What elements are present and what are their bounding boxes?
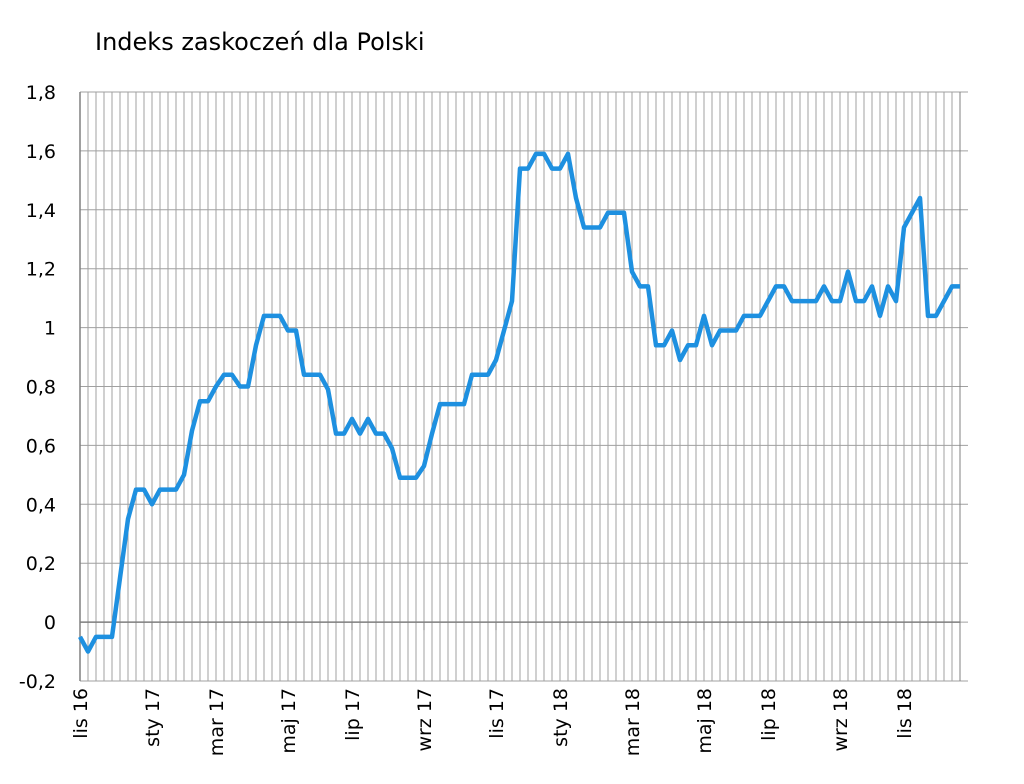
y-tick-label: 1,6 [26,141,56,163]
x-tick-label: lip 18 [758,688,780,741]
x-tick-label: mar 17 [206,688,228,756]
x-tick-label: wrz 18 [830,688,852,752]
x-tick-label: sty 18 [550,688,572,747]
x-tick-label: maj 18 [694,688,716,754]
y-tick-label: 1,2 [26,259,56,281]
x-tick-label: lis 16 [70,688,92,739]
x-tick-label: lis 17 [486,688,508,739]
chart-title: Indeks zaskoczeń dla Polski [95,28,425,56]
x-tick-label: maj 17 [278,688,300,754]
y-tick-label: 1,4 [26,200,56,222]
y-tick-label: 0,4 [26,494,56,516]
x-tick-label: lis 18 [894,688,916,739]
y-tick-label: 1 [44,318,56,340]
y-tick-label: 0 [44,612,56,634]
x-tick-label: sty 17 [142,688,164,747]
x-tick-label: wrz 17 [414,688,436,752]
x-tick-label: lip 17 [342,688,364,741]
y-tick-label: 1,8 [26,82,56,104]
y-tick-label: 0,2 [26,553,56,575]
y-tick-label: 0,6 [26,435,56,457]
y-tick-label: -0,2 [19,671,56,693]
x-tick-label: mar 18 [622,688,644,756]
data-line [78,151,960,654]
y-tick-label: 0,8 [26,377,56,399]
